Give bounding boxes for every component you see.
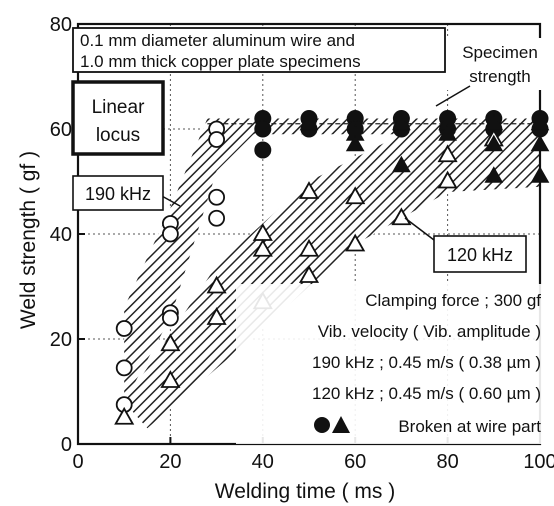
y-tick-label: 0 [61,434,72,456]
label-120khz: 120 kHz [404,217,527,273]
label-190khz: 190 kHz [72,175,181,211]
point-120khz-broken [438,124,457,141]
point-190khz-broken [254,120,272,138]
point-120khz-broken [392,113,411,131]
hatched-band [124,129,540,429]
point-120khz-open [160,333,181,352]
point-120khz-broken [392,155,411,173]
point-120khz-open [206,307,227,325]
linear-locus-box: Linear locus [71,80,165,156]
axis-ticks: 0 20 40 60 80 100 0 20 40 60 80 [50,14,554,473]
data-points [114,110,550,425]
point-120khz-open [298,181,320,199]
specimen-strength-annotation: Specimen strength [435,38,551,107]
point-120khz-open [114,406,135,425]
condition-120: 120 kHz ; 0.45 m/s ( 0.60 µm ) [312,384,541,403]
y-axis-label: Weld strength ( gf ) [17,151,40,329]
point-120khz-broken [530,113,550,131]
condition-190: 190 kHz ; 0.45 m/s ( 0.38 µm ) [312,353,541,372]
point-120khz-open [391,207,412,226]
point-190khz-open [208,209,226,227]
linear-locus-line-1: Linear [92,97,145,118]
linear-locus-line-2: locus [96,125,140,146]
point-120khz-broken [530,166,550,183]
condition-velocity-header: Vib. velocity ( Vib. amplitude ) [318,322,541,341]
point-120khz-open [345,233,366,252]
point-120khz-open [298,265,320,283]
point-190khz-open [115,359,133,377]
title-line-2: 1.0 mm thick copper plate specimens [80,52,361,71]
point-120khz-broken [530,134,550,152]
condition-clamping: Clamping force ; 300 gf [365,291,541,310]
point-190khz-broken [254,141,272,159]
hatched-bands [124,118,540,429]
x-tick-label: 20 [159,451,181,473]
point-190khz-open [161,225,179,243]
label-190-text: 190 kHz [85,184,151,204]
point-120khz-broken [484,113,504,131]
point-120khz-broken [484,134,504,152]
point-120khz-open [160,370,181,388]
point-190khz-open [208,188,226,206]
point-120khz-broken [299,113,319,131]
point-120khz-open [437,144,458,163]
title-line-1: 0.1 mm diameter aluminum wire and [80,31,355,50]
point-190khz-open [208,131,226,148]
specimen-label-line-2: strength [469,67,530,86]
point-120khz-open [206,275,227,294]
x-tick-label: 80 [436,451,458,473]
specimen-title-box: 0.1 mm diameter aluminum wire and 1.0 mm… [72,27,446,73]
broken-legend-circle-icon [314,417,330,433]
x-tick-label: 100 [523,451,554,473]
y-tick-label: 20 [50,329,72,351]
y-tick-label: 60 [50,119,72,141]
x-axis-label: Welding time ( ms ) [215,480,395,503]
broken-legend-label: Broken at wire part [398,417,541,436]
specimen-leader-line [435,85,471,107]
y-tick-label: 80 [50,14,72,36]
specimen-label-line-1: Specimen [462,43,538,62]
point-120khz-open [345,186,366,205]
point-190khz-open [161,309,179,327]
x-tick-label: 0 [72,451,83,473]
broken-legend-triangle-icon [332,416,350,433]
point-120khz-broken [345,134,365,152]
point-120khz-open [252,238,273,257]
point-190khz-open [115,320,133,337]
conditions-block: Clamping force ; 300 gf Vib. velocity ( … [236,284,552,444]
point-120khz-open [298,238,320,257]
y-tick-label: 40 [50,224,72,246]
label-120-leader [404,217,435,241]
point-120khz-open [437,170,458,189]
point-120khz-broken [484,166,504,183]
x-tick-label: 60 [344,451,366,473]
x-tick-label: 40 [252,451,274,473]
label-120-text: 120 kHz [447,245,513,265]
